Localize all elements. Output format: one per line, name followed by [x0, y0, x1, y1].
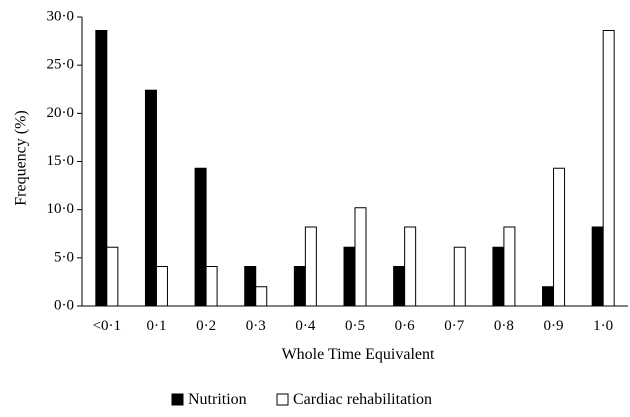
y-tick-label: 20·0 — [47, 105, 75, 121]
x-tick-label: 0·9 — [544, 318, 564, 334]
x-tick-label: 0·3 — [246, 318, 266, 334]
bar-cardiac-rehabilitation-3 — [255, 286, 268, 307]
bar-nutrition-6 — [393, 266, 406, 307]
bar-cardiac-rehabilitation-0 — [106, 246, 119, 307]
legend-swatch-cardiac-rehabilitation — [276, 393, 289, 406]
bar-cardiac-rehabilitation-4 — [304, 226, 317, 307]
x-axis-title: Whole Time Equivalent — [282, 346, 435, 363]
bar-nutrition-0 — [95, 29, 108, 307]
y-tick-label: 25·0 — [47, 57, 75, 73]
y-tick-label: 30·0 — [47, 8, 75, 24]
bar-nutrition-9 — [542, 286, 555, 307]
y-axis-title: Frequency (%) — [13, 110, 30, 206]
legend-label-cardiac-rehabilitation: Cardiac rehabilitation — [293, 391, 432, 408]
bar-nutrition-4 — [293, 266, 306, 307]
bar-cardiac-rehabilitation-7 — [453, 246, 466, 307]
x-tick-label: 0·1 — [146, 318, 166, 334]
bar-cardiac-rehabilitation-2 — [205, 266, 218, 307]
bar-nutrition-8 — [492, 246, 505, 307]
legend-label-nutrition: Nutrition — [188, 391, 247, 408]
bar-cardiac-rehabilitation-1 — [155, 266, 168, 307]
bar-cardiac-rehabilitation-8 — [503, 226, 516, 307]
bar-cardiac-rehabilitation-5 — [354, 207, 367, 307]
x-tick-label: 1·0 — [593, 318, 613, 334]
bar-cardiac-rehabilitation-9 — [553, 167, 566, 307]
bar-nutrition-10 — [591, 226, 604, 307]
y-tick-label: 0·0 — [54, 297, 74, 313]
y-tick-label: 10·0 — [47, 201, 75, 217]
x-tick-label: 0·8 — [494, 318, 514, 334]
y-tick-label: 15·0 — [47, 153, 75, 169]
legend: Nutrition Cardiac rehabilitation — [171, 391, 432, 408]
x-tick-label: 0·6 — [395, 318, 415, 334]
x-tick-label: <0·1 — [93, 318, 121, 334]
bar-nutrition-3 — [244, 266, 257, 307]
x-tick-label: 0·7 — [444, 318, 464, 334]
bar-cardiac-rehabilitation-6 — [404, 226, 417, 307]
bar-nutrition-2 — [194, 167, 207, 307]
x-tick-label: 0·2 — [196, 318, 216, 334]
x-tick-label: 0·4 — [295, 318, 315, 334]
bar-cardiac-rehabilitation-10 — [602, 29, 615, 307]
bar-nutrition-5 — [343, 246, 356, 307]
bar-nutrition-1 — [144, 89, 157, 307]
legend-swatch-nutrition — [171, 393, 184, 406]
x-tick-label: 0·5 — [345, 318, 365, 334]
y-tick-label: 5·0 — [54, 249, 74, 265]
